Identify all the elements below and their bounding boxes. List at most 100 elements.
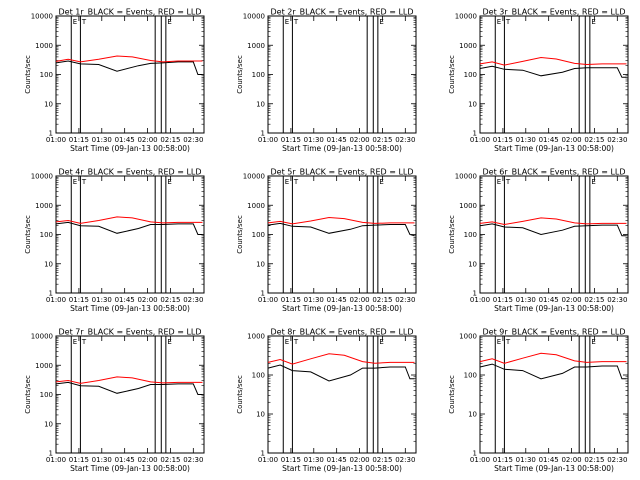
y-tick-label: 100 <box>40 391 53 399</box>
series-line-lld <box>267 216 415 225</box>
y-tick-label: 1000 <box>35 42 53 50</box>
x-tick-label: 01:00 <box>258 456 278 464</box>
y-tick-label: 1 <box>473 450 477 458</box>
marker-label: E <box>285 178 289 186</box>
y-tick-label: 1000 <box>459 333 477 341</box>
marker-label: E <box>167 18 171 26</box>
x-tick-label: 02:30 <box>183 456 203 464</box>
y-tick-label: 10 <box>256 411 265 419</box>
marker-label: E <box>167 338 171 346</box>
x-tick-label: 01:45 <box>539 456 559 464</box>
y-tick-label: 1000 <box>35 362 53 370</box>
panel-title: Det 9r_BLACK = Events, RED = LLD <box>482 328 625 337</box>
panel-title: Det 1r_BLACK = Events, RED = LLD <box>58 8 201 17</box>
y-tick-label: 10000 <box>31 173 53 181</box>
panel-title: Det 6r_BLACK = Events, RED = LLD <box>482 168 625 177</box>
y-tick-label: 1 <box>261 450 265 458</box>
plot-frame <box>479 175 629 294</box>
x-tick-label: 02:30 <box>607 456 627 464</box>
x-tick-label: 01:15 <box>493 296 513 304</box>
panel-det-4: Det 4r_BLACK = Events, RED = LLD 1 10 100 10… <box>24 168 205 313</box>
marker-label: E <box>591 18 595 26</box>
y-tick-label: 1000 <box>35 202 53 210</box>
x-tick-label: 02:00 <box>349 456 369 464</box>
y-axis-label: Counts/sec <box>24 375 32 414</box>
x-tick-label: 02:15 <box>584 136 604 144</box>
series-line-events <box>55 60 203 75</box>
plot-frame <box>479 15 629 134</box>
y-tick-label: 1000 <box>459 202 477 210</box>
x-tick-label: 01:45 <box>115 136 135 144</box>
y-tick-label: 1 <box>49 130 53 138</box>
y-tick-label: 1000 <box>247 202 265 210</box>
marker-label: E <box>73 18 77 26</box>
x-axis-label: Start Time (09-Jan-13 00:58:00) <box>70 304 190 313</box>
x-tick-label: 01:15 <box>493 456 513 464</box>
marker-label: E <box>285 338 289 346</box>
y-tick-label: 10000 <box>31 13 53 21</box>
x-tick-label: 02:15 <box>372 456 392 464</box>
x-tick-label: 01:45 <box>115 296 135 304</box>
x-tick-label: 01:30 <box>516 296 536 304</box>
x-tick-label: 02:00 <box>561 296 581 304</box>
plot-frame <box>479 335 629 454</box>
marker-label: E <box>379 18 383 26</box>
marker-label: E <box>497 18 501 26</box>
marker-label: T <box>81 18 87 26</box>
panel-title: Det 4r_BLACK = Events, RED = LLD <box>58 168 201 177</box>
marker-label: E <box>285 18 289 26</box>
x-tick-label: 02:00 <box>349 136 369 144</box>
y-tick-label: 100 <box>252 372 265 380</box>
series-line-lld <box>479 56 627 66</box>
x-tick-label: 02:15 <box>372 136 392 144</box>
marker-label: E <box>379 338 383 346</box>
panel-title: Det 2r_BLACK = Events, RED = LLD <box>270 8 413 17</box>
x-tick-label: 02:15 <box>372 296 392 304</box>
x-tick-label: 01:45 <box>327 296 347 304</box>
x-tick-label: 01:00 <box>258 296 278 304</box>
x-tick-label: 01:00 <box>470 456 490 464</box>
x-tick-label: 01:45 <box>115 456 135 464</box>
y-tick-label: 100 <box>464 71 477 79</box>
plot-frame <box>267 175 417 294</box>
x-tick-label: 01:15 <box>69 136 89 144</box>
x-tick-label: 01:15 <box>281 456 301 464</box>
plot-frame <box>267 335 417 454</box>
x-tick-label: 02:00 <box>137 136 157 144</box>
y-axis-label: Counts/sec <box>24 55 32 94</box>
x-tick-label: 01:15 <box>69 296 89 304</box>
y-tick-label: 1 <box>261 290 265 298</box>
panel-det-3: Det 3r_BLACK = Events, RED = LLD 1 10 100 10… <box>448 8 629 153</box>
x-tick-label: 02:15 <box>160 456 180 464</box>
x-tick-label: 01:45 <box>539 296 559 304</box>
x-tick-label: 02:30 <box>607 136 627 144</box>
y-tick-label: 10 <box>44 260 53 268</box>
x-tick-label: 02:15 <box>584 296 604 304</box>
marker-label: T <box>505 178 511 186</box>
x-tick-label: 01:00 <box>258 136 278 144</box>
x-tick-label: 01:15 <box>281 296 301 304</box>
y-tick-label: 100 <box>252 231 265 239</box>
series-line-lld <box>55 216 203 224</box>
series-line-events <box>479 223 627 237</box>
x-tick-label: 01:15 <box>493 136 513 144</box>
marker-label: T <box>505 18 511 26</box>
y-tick-label: 10 <box>256 260 265 268</box>
series-line-events <box>479 65 627 78</box>
x-axis-label: Start Time (09-Jan-13 00:58:00) <box>70 464 190 473</box>
panel-title: Det 5r_BLACK = Events, RED = LLD <box>270 168 413 177</box>
y-tick-label: 1000 <box>459 42 477 50</box>
marker-label: T <box>81 178 87 186</box>
y-tick-label: 10000 <box>455 13 477 21</box>
y-tick-label: 100 <box>464 231 477 239</box>
y-axis-label: Counts/sec <box>448 375 456 414</box>
x-axis-label: Start Time (09-Jan-13 00:58:00) <box>282 464 402 473</box>
y-tick-label: 1000 <box>247 333 265 341</box>
panel-det-6: Det 6r_BLACK = Events, RED = LLD 1 10 100 10… <box>448 168 629 313</box>
panel-det-5: Det 5r_BLACK = Events, RED = LLD 1 10 100 10… <box>236 168 417 313</box>
y-tick-label: 10 <box>44 100 53 108</box>
y-tick-label: 10 <box>468 260 477 268</box>
x-tick-label: 02:30 <box>395 456 415 464</box>
x-tick-label: 01:30 <box>92 296 112 304</box>
